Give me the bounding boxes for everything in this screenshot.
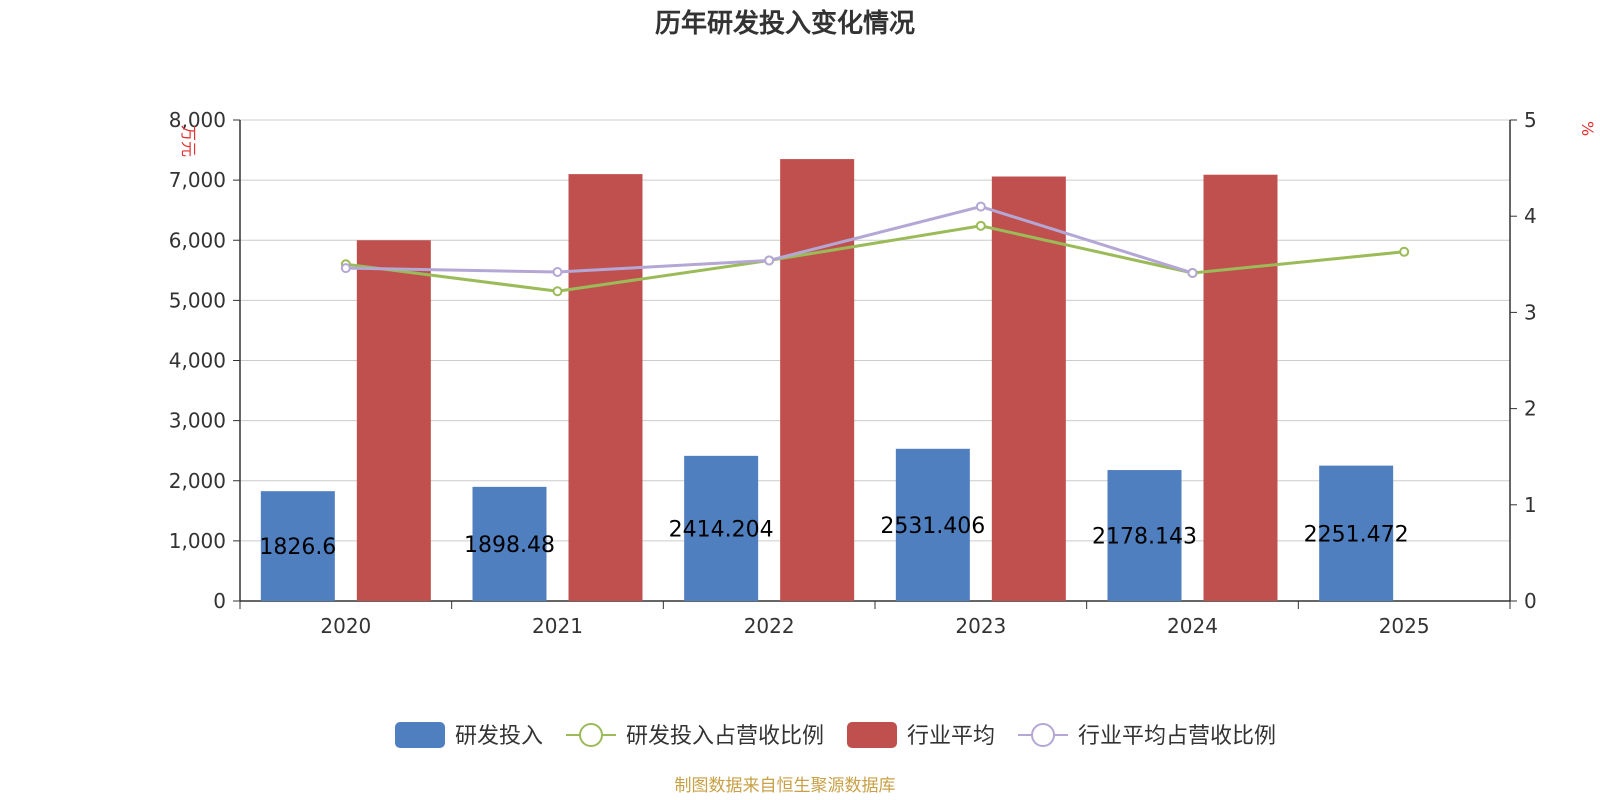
- line-point: [765, 256, 773, 264]
- y-right-tick-label: 3: [1524, 300, 1537, 324]
- legend: 研发投入 研发投入占营收比例 行业平均 行业平均占营收比例: [395, 722, 1276, 749]
- legend-label: 行业平均: [907, 724, 995, 749]
- bar-data-label: 2178.143: [1092, 525, 1197, 550]
- y-right-tick-label: 4: [1524, 204, 1537, 228]
- legend-label: 行业平均占营收比例: [1078, 724, 1276, 749]
- y-right-tick-label: 5: [1524, 108, 1537, 132]
- line-point: [1400, 248, 1408, 256]
- y-right-tick-label: 0: [1524, 589, 1537, 613]
- y-left-tick-label: 2,000: [169, 469, 226, 493]
- bar: [357, 240, 431, 601]
- y-left-tick-label: 6,000: [169, 228, 226, 252]
- bar-data-label: 1898.48: [464, 533, 555, 558]
- legend-swatch: [395, 722, 445, 748]
- legend-label: 研发投入: [455, 724, 543, 749]
- line-point: [977, 203, 985, 211]
- y-left-tick-label: 0: [213, 589, 226, 613]
- x-tick-label: 2020: [320, 614, 371, 638]
- y-right-unit: %: [1578, 121, 1597, 136]
- bar-data-label: 2414.204: [669, 517, 774, 542]
- line-point: [554, 287, 562, 295]
- bar-data-label: 2531.406: [880, 514, 985, 539]
- y-right-tick-label: 1: [1524, 493, 1537, 517]
- bar: [992, 177, 1066, 601]
- legend-swatch-marker: [1032, 724, 1054, 746]
- legend-swatch: [847, 722, 897, 748]
- y-left-tick-label: 7,000: [169, 168, 226, 192]
- bar: [780, 159, 854, 601]
- y-right-tick-label: 2: [1524, 397, 1537, 421]
- bar: [1204, 175, 1278, 601]
- y-left-tick-label: 1,000: [169, 529, 226, 553]
- x-tick-label: 2023: [955, 614, 1006, 638]
- chart-title: 历年研发投入变化情况: [655, 8, 915, 39]
- bar-data-label: 1826.6: [259, 535, 336, 560]
- line-point: [554, 268, 562, 276]
- x-tick-label: 2024: [1167, 614, 1218, 638]
- x-tick-label: 2025: [1379, 614, 1430, 638]
- source-note: 制图数据来自恒生聚源数据库: [675, 776, 896, 796]
- y-left-tick-label: 5,000: [169, 288, 226, 312]
- line-point: [342, 264, 350, 272]
- legend-swatch-marker: [580, 724, 602, 746]
- y-left-tick-label: 3,000: [169, 409, 226, 433]
- line-point: [977, 222, 985, 230]
- y-left-unit: 万元: [179, 125, 198, 157]
- bar-data-label: 2251.472: [1304, 522, 1409, 547]
- x-tick-label: 2021: [532, 614, 583, 638]
- bars: [261, 159, 1393, 601]
- line-point: [1189, 269, 1197, 277]
- y-left-tick-label: 4,000: [169, 349, 226, 373]
- legend-label: 研发投入占营收比例: [626, 724, 824, 749]
- x-tick-label: 2022: [744, 614, 795, 638]
- bar: [569, 174, 643, 601]
